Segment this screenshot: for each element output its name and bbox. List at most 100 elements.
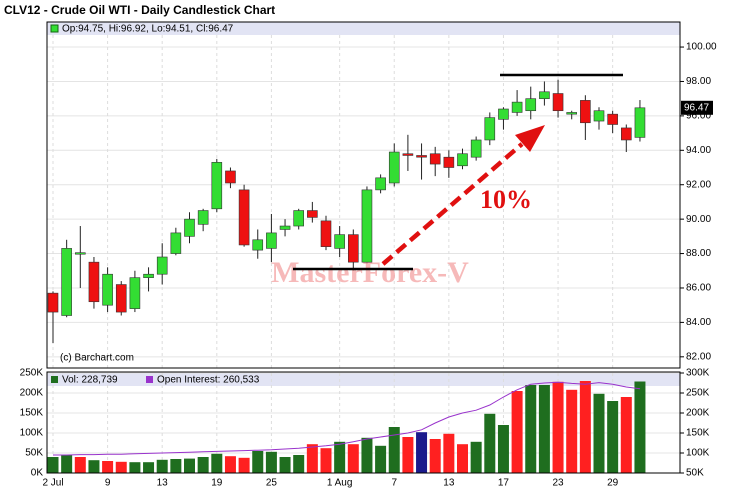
x-tick-label: 13 <box>157 478 169 489</box>
candle-body <box>402 153 414 156</box>
y-tick-label: 98.00 <box>686 76 711 87</box>
candle-body <box>156 256 168 275</box>
candle-body <box>88 261 100 303</box>
y-tick-label: 82.00 <box>686 351 711 362</box>
y2-tick-label: 50K <box>686 468 704 479</box>
x-tick-label: 13 <box>443 478 455 489</box>
candle-body <box>525 98 537 112</box>
candle-body <box>580 100 591 124</box>
volume-bar <box>293 455 305 473</box>
annotation: 10% <box>480 185 532 214</box>
volume-bar <box>470 441 482 473</box>
volume-bar <box>238 457 250 473</box>
y2-tick-label: 250K <box>686 388 710 399</box>
volume-bar <box>156 459 168 473</box>
volume-bar <box>361 437 373 473</box>
last-price: 96.47 <box>684 102 709 113</box>
candle-body <box>320 220 332 247</box>
y-tick-label: 150K <box>20 408 44 419</box>
x-tick-label: 29 <box>607 478 619 489</box>
y-tick-label: 96.00 <box>686 111 711 122</box>
volume-bar <box>306 444 318 473</box>
volume-bar <box>88 460 100 473</box>
candle-body <box>75 252 86 255</box>
volume-frame <box>46 371 681 474</box>
candle-body <box>102 273 113 306</box>
volume-bar <box>320 448 332 473</box>
volume-bar <box>593 393 605 473</box>
legend-band <box>47 373 680 386</box>
volume-bar <box>457 444 468 473</box>
volume-bar <box>347 444 359 473</box>
candle-body <box>143 273 154 278</box>
candle-body <box>593 110 605 122</box>
legend-swatch <box>50 24 59 33</box>
volume-bar <box>184 458 195 473</box>
volume-bar <box>607 401 619 473</box>
candle-body <box>225 170 236 184</box>
volume-bar <box>429 439 441 473</box>
legend-band <box>47 22 680 35</box>
candle-body <box>566 112 578 115</box>
last-price-box <box>681 100 713 115</box>
candle-body <box>607 113 618 125</box>
plots: 82.00 84.00 86.00 88.00 90.00 92.00 94.00 96.00… <box>20 35 717 489</box>
candle-body <box>211 162 223 210</box>
x-tick-label: 1 Aug <box>327 478 353 489</box>
y2-tick-label: 200K <box>686 408 710 419</box>
candle-body <box>61 248 72 316</box>
candle-body <box>511 101 523 113</box>
y2-tick-label: 100K <box>686 448 710 459</box>
volume-bar <box>511 391 523 473</box>
volume-bar <box>566 389 578 473</box>
volume-bar <box>252 451 264 473</box>
open-interest-line <box>53 381 641 456</box>
volume-bar <box>552 381 564 473</box>
candle-body <box>457 153 468 167</box>
x-tick-label: 25 <box>266 478 278 489</box>
volume-bar <box>102 461 114 473</box>
y-tick-label: 94.00 <box>686 145 711 156</box>
candle-body <box>347 234 359 263</box>
candle-body <box>620 127 632 141</box>
x-tick-label: 2 Jul <box>42 478 63 489</box>
volume-bar <box>416 432 428 473</box>
candle-body <box>238 189 250 246</box>
y-tick-label: 92.00 <box>686 179 711 190</box>
candle-body <box>266 232 277 249</box>
y-tick-label: 250K <box>20 368 44 379</box>
candle-body <box>443 156 455 168</box>
y-tick-label: 84.00 <box>686 317 711 328</box>
volume-bar <box>224 456 236 473</box>
candle-body <box>129 277 141 309</box>
source: (c) Barchart.com <box>60 353 134 364</box>
candle-body <box>429 153 441 165</box>
x-tick-label: 7 <box>391 478 397 489</box>
y2-tick-label: 300K <box>686 368 710 379</box>
y-tick-label: 86.00 <box>686 283 711 294</box>
trend-arrow <box>381 142 524 266</box>
volume-bar <box>634 381 646 473</box>
legend-swatch <box>146 376 153 383</box>
price-frame <box>46 21 681 369</box>
x-tick-label: 17 <box>498 478 510 489</box>
candle-body <box>279 225 291 230</box>
volume-bar <box>129 462 141 473</box>
chart-title: CLV12 - Crude Oil WTI - Daily Candlestic… <box>4 3 275 17</box>
x-tick-label: 23 <box>552 478 564 489</box>
volume-bar <box>579 381 591 473</box>
volume-bar <box>211 453 223 473</box>
candle-body <box>552 93 564 112</box>
candle-body <box>184 218 195 237</box>
candle-body <box>539 91 550 99</box>
candle-body <box>388 151 400 184</box>
y-tick-label: 0K <box>31 468 44 479</box>
volume-bar <box>402 437 414 473</box>
volume-bar <box>61 455 73 473</box>
volume-bar <box>143 462 155 473</box>
volume-bar <box>525 385 537 473</box>
volume-bar <box>620 397 632 473</box>
volume-bar <box>74 457 86 473</box>
